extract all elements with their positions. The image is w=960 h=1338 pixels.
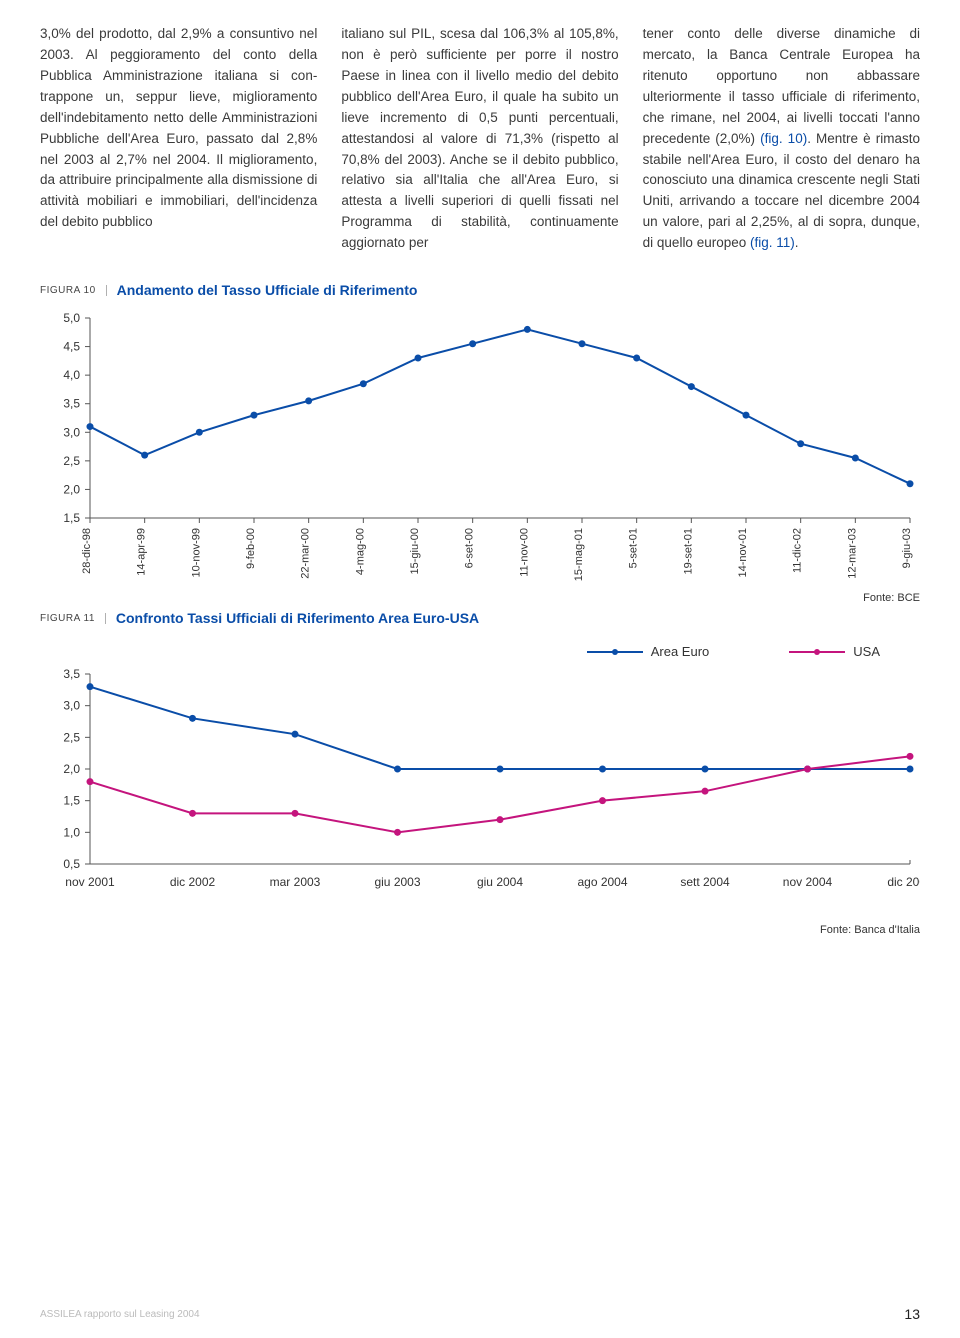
legend-label-area-euro: Area Euro: [651, 644, 710, 659]
legend-area-euro: Area Euro: [587, 644, 710, 659]
footer-left: ASSILEA rapporto sul Leasing 2004: [40, 1309, 200, 1320]
svg-text:11-dic-02: 11-dic-02: [792, 528, 804, 573]
svg-text:giu 2004: giu 2004: [477, 875, 523, 889]
legend-label-usa: USA: [853, 644, 880, 659]
svg-text:3,0: 3,0: [63, 425, 80, 439]
fig-11-source: Fonte: Banca d'Italia: [40, 924, 920, 936]
svg-text:ago 2004: ago 2004: [577, 875, 627, 889]
svg-text:19-set-01: 19-set-01: [682, 528, 694, 574]
fig-10-ref: (fig. 10): [760, 131, 807, 146]
svg-text:9-giu-03: 9-giu-03: [901, 528, 913, 568]
svg-text:6-set-00: 6-set-00: [464, 528, 476, 568]
svg-text:28-dic-98: 28-dic-98: [81, 528, 93, 574]
legend-line-blue: [587, 651, 643, 653]
fig-11-chart: Area Euro USA 3,5 3,0 2,5 2,0 1,5 1,0 0,5 nov 2…: [40, 644, 920, 904]
svg-text:12-mar-03: 12-mar-03: [846, 528, 858, 579]
svg-text:0,5: 0,5: [63, 857, 80, 871]
svg-text:9-feb-00: 9-feb-00: [245, 528, 257, 569]
page-footer: ASSILEA rapporto sul Leasing 2004 13: [40, 1306, 920, 1322]
svg-text:1,5: 1,5: [63, 794, 80, 808]
svg-text:14-nov-01: 14-nov-01: [737, 528, 749, 578]
legend-usa: USA: [789, 644, 880, 659]
svg-text:dic 2002: dic 2002: [170, 875, 216, 889]
svg-text:4,5: 4,5: [63, 340, 80, 354]
legend-line-magenta: [789, 651, 845, 653]
period1: .: [807, 131, 811, 146]
svg-text:2,0: 2,0: [63, 483, 80, 497]
fig-11-tag: FIGURA 11: [40, 613, 106, 624]
svg-text:dic 2004: dic 2004: [887, 875, 920, 889]
svg-text:1,5: 1,5: [63, 511, 80, 525]
col-1: 3,0% del prodotto, dal 2,9% a con­suntiv…: [40, 24, 317, 254]
svg-text:22-mar-00: 22-mar-00: [300, 528, 312, 579]
fig-11-title: Confronto Tassi Ufficiali di Riferimento…: [116, 610, 479, 626]
svg-text:5,0: 5,0: [63, 311, 80, 325]
col-3: tener conto delle diverse dinami­che di …: [643, 24, 920, 254]
svg-text:nov 2004: nov 2004: [783, 875, 833, 889]
body-text-columns: 3,0% del prodotto, dal 2,9% a con­suntiv…: [40, 24, 920, 254]
svg-text:11-nov-00: 11-nov-00: [518, 528, 530, 577]
svg-text:15-giu-00: 15-giu-00: [409, 528, 421, 574]
svg-text:4-mag-00: 4-mag-00: [354, 528, 366, 575]
svg-text:1,0: 1,0: [63, 825, 80, 839]
svg-text:2,5: 2,5: [63, 454, 80, 468]
fig-10-chart: 5,0 4,5 4,0 3,5 3,0 2,5 2,0 1,528-dic-98 14-apr-…: [40, 308, 920, 588]
svg-text:3,5: 3,5: [63, 667, 80, 681]
fig-11-legend: Area Euro USA: [587, 644, 880, 659]
svg-text:2,0: 2,0: [63, 762, 80, 776]
col-2: italiano sul PIL, scesa dal 106,3% al 10…: [341, 24, 618, 254]
page-number: 13: [904, 1306, 920, 1322]
svg-text:15-mag-01: 15-mag-01: [573, 528, 585, 581]
svg-text:giu 2003: giu 2003: [374, 875, 420, 889]
svg-text:14-apr-99: 14-apr-99: [136, 528, 148, 576]
svg-text:3,0: 3,0: [63, 699, 80, 713]
fig-10-title: Andamento del Tasso Ufficiale di Riferim…: [117, 282, 418, 298]
svg-text:3,5: 3,5: [63, 397, 80, 411]
svg-text:sett 2004: sett 2004: [680, 875, 730, 889]
svg-text:4,0: 4,0: [63, 368, 80, 382]
svg-text:nov 2001: nov 2001: [65, 875, 115, 889]
fig-10-source: Fonte: BCE: [40, 592, 920, 604]
svg-text:mar 2003: mar 2003: [270, 875, 321, 889]
col-3-part-a: tener conto delle diverse dinami­che di …: [643, 26, 920, 146]
svg-text:10-nov-99: 10-nov-99: [190, 528, 202, 578]
fig-10-tag: FIGURA 10: [40, 285, 107, 296]
period2: .: [795, 235, 799, 250]
fig-11-header: FIGURA 11 Confronto Tassi Ufficiali di R…: [40, 610, 920, 626]
col-3-part-b: Mentre è rimasto stabile nell'A­rea Euro…: [643, 131, 920, 251]
fig-10-header: FIGURA 10 Andamento del Tasso Ufficiale …: [40, 282, 920, 298]
svg-text:5-set-01: 5-set-01: [628, 528, 640, 568]
svg-text:2,5: 2,5: [63, 730, 80, 744]
fig-11-ref: (fig. 11): [750, 235, 795, 250]
